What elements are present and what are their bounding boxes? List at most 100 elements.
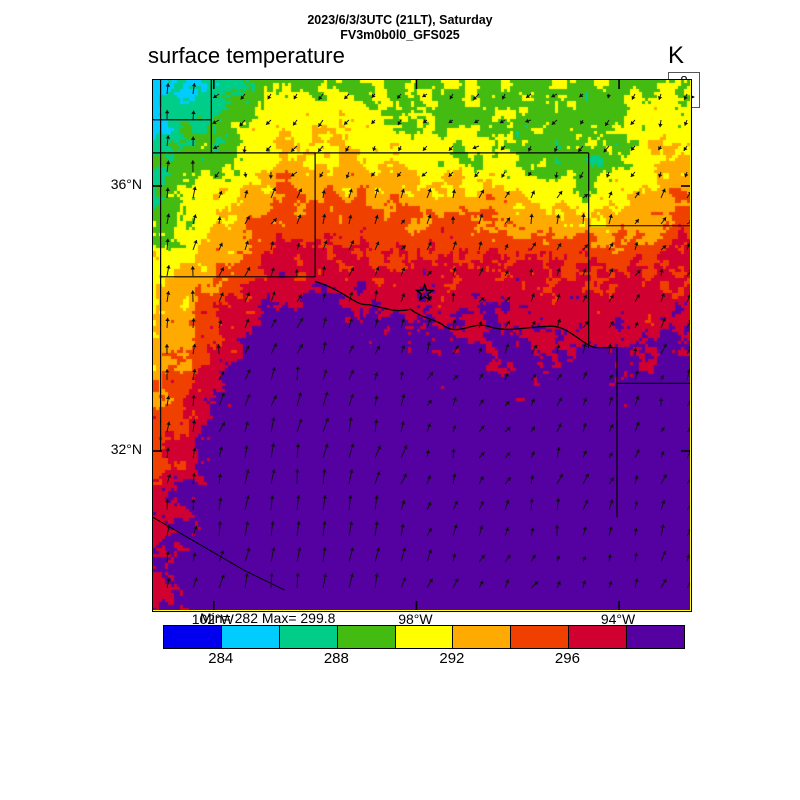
wind-vector: [374, 419, 379, 433]
wind-vector: [322, 391, 329, 407]
wind-vector: [504, 499, 510, 511]
wind-vector: [633, 500, 639, 511]
wind-vector: [192, 552, 197, 563]
colorbar-segment-0[interactable]: [164, 626, 222, 648]
wind-vector: [658, 397, 664, 407]
wind-vector: [165, 83, 171, 95]
wind-vector: [582, 193, 589, 199]
wind-vector: [270, 187, 277, 199]
wind-vector: [634, 293, 640, 303]
wind-vector: [582, 556, 587, 563]
wind-vector: [166, 265, 171, 277]
wind-vector: [529, 213, 534, 225]
wind-vector: [606, 93, 611, 99]
wind-vector: [400, 394, 406, 407]
wind-vector: [321, 189, 326, 199]
wind-vector: [504, 554, 511, 563]
wind-vector: [191, 419, 197, 433]
wind-vector: [322, 573, 328, 589]
wind-vector: [556, 580, 561, 589]
wind-vector: [686, 269, 690, 277]
wind-vector: [686, 346, 690, 355]
wind-vector: [270, 547, 276, 563]
wind-vector: [633, 552, 639, 563]
wind-vector: [452, 396, 457, 407]
wind-vector: [400, 547, 407, 563]
wind-vector: [634, 191, 640, 199]
wind-vector: [478, 525, 484, 537]
colorbar-segment-5[interactable]: [453, 626, 512, 648]
wind-vector: [580, 119, 585, 125]
wind-vector: [660, 217, 667, 225]
wind-vector: [400, 345, 406, 355]
colorbar-segment-1[interactable]: [221, 626, 280, 648]
colorbar-segment-4[interactable]: [395, 626, 454, 648]
colorbar-segment-8[interactable]: [627, 626, 685, 648]
wind-vector: [451, 448, 456, 459]
wind-vector: [449, 93, 454, 100]
wind-vector: [426, 318, 432, 329]
wind-vector: [530, 242, 537, 251]
axis-label-lon-98w: 98°W: [398, 611, 433, 627]
colorbar-segment-2[interactable]: [279, 626, 338, 648]
wind-vector: [165, 291, 171, 303]
wind-vector: [556, 397, 563, 407]
wind-vector: [556, 267, 561, 277]
wind-vector: [634, 395, 640, 407]
colorbar-segment-7[interactable]: [569, 626, 628, 648]
wind-vector: [319, 171, 324, 178]
wind-vector: [608, 452, 613, 459]
wind-vector: [608, 242, 614, 251]
wind-vector: [166, 524, 171, 537]
wind-vector: [474, 171, 480, 178]
wind-vector: [478, 241, 483, 251]
wind-vector: [452, 524, 458, 537]
wind-vector: [556, 293, 561, 303]
wind-vector: [212, 93, 220, 99]
colorbar-segment-3[interactable]: [337, 626, 396, 648]
wind-vector: [267, 93, 272, 100]
wind-vector: [451, 292, 456, 303]
map-plot-area[interactable]: [152, 79, 692, 612]
wind-vector: [296, 214, 302, 225]
wind-vector: [348, 573, 354, 589]
wind-vector: [218, 242, 223, 251]
wind-vector: [556, 423, 562, 433]
wind-vector: [686, 478, 690, 485]
wind-vector: [582, 371, 588, 381]
wind-vector: [556, 190, 563, 199]
wind-vector: [529, 268, 534, 277]
wind-vector: [426, 423, 432, 433]
wind-vector: [239, 119, 246, 127]
wind-vector: [244, 445, 249, 459]
wind-vector: [421, 171, 428, 177]
wind-vector: [396, 93, 402, 99]
wind-vector: [555, 214, 561, 225]
wind-vector: [606, 171, 611, 178]
wind-vector: [452, 553, 457, 563]
wind-vector: [270, 342, 278, 355]
wind-vector: [530, 320, 536, 329]
wind-vector: [478, 296, 485, 303]
wind-vector: [448, 171, 454, 178]
wind-vector: [166, 213, 171, 225]
wind-vector: [504, 476, 512, 485]
wind-vector: [578, 93, 584, 98]
wind-vector: [607, 343, 613, 355]
wind-vector: [633, 347, 638, 355]
wind-vector: [270, 267, 275, 277]
wind-vector: [452, 374, 459, 381]
colorbar-segment-6[interactable]: [511, 626, 570, 648]
wind-vector: [400, 245, 407, 251]
wind-vector: [504, 527, 510, 537]
wind-vector: [374, 445, 382, 459]
wind-vector: [608, 191, 613, 199]
wind-vector: [218, 267, 225, 277]
wind-vector: [400, 523, 405, 537]
wind-vector: [192, 343, 197, 355]
colorbar[interactable]: [163, 625, 685, 649]
wind-vector: [630, 119, 636, 126]
wind-vector: [478, 476, 484, 485]
wind-vector: [686, 319, 690, 329]
